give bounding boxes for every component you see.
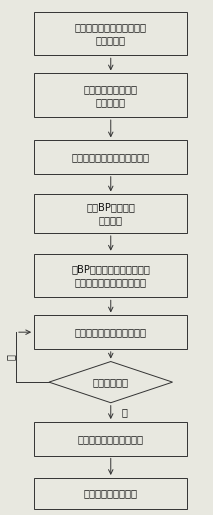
Text: 进行化学机械抛光实验并采
集实验数据: 进行化学机械抛光实验并采 集实验数据 [75, 22, 147, 45]
Text: 确定BP神经网络
结构参数: 确定BP神经网络 结构参数 [86, 202, 135, 225]
Text: 满足终止条件: 满足终止条件 [93, 377, 129, 387]
Text: 获取网络最优权值和阈值: 获取网络最优权值和阈值 [78, 434, 144, 444]
FancyBboxPatch shape [34, 195, 187, 233]
Text: 利用遗传算法进行迭代寻优: 利用遗传算法进行迭代寻优 [75, 327, 147, 337]
Polygon shape [49, 362, 173, 403]
FancyBboxPatch shape [34, 478, 187, 509]
Text: 获取筛选后的数据并进行处理: 获取筛选后的数据并进行处理 [72, 152, 150, 162]
FancyBboxPatch shape [34, 422, 187, 456]
Text: 是: 是 [121, 407, 127, 417]
FancyBboxPatch shape [34, 11, 187, 55]
Text: 仿真预测，得到结果: 仿真预测，得到结果 [84, 488, 138, 499]
Text: 异常检测算法筛选出
异常数据点: 异常检测算法筛选出 异常数据点 [84, 84, 138, 107]
FancyBboxPatch shape [34, 254, 187, 297]
Text: 将BP神经网络训练得到的误
差作为遗传算法的适应度值: 将BP神经网络训练得到的误 差作为遗传算法的适应度值 [71, 264, 150, 287]
FancyBboxPatch shape [34, 315, 187, 349]
FancyBboxPatch shape [34, 140, 187, 174]
FancyBboxPatch shape [34, 74, 187, 117]
Text: 否: 否 [6, 354, 16, 360]
